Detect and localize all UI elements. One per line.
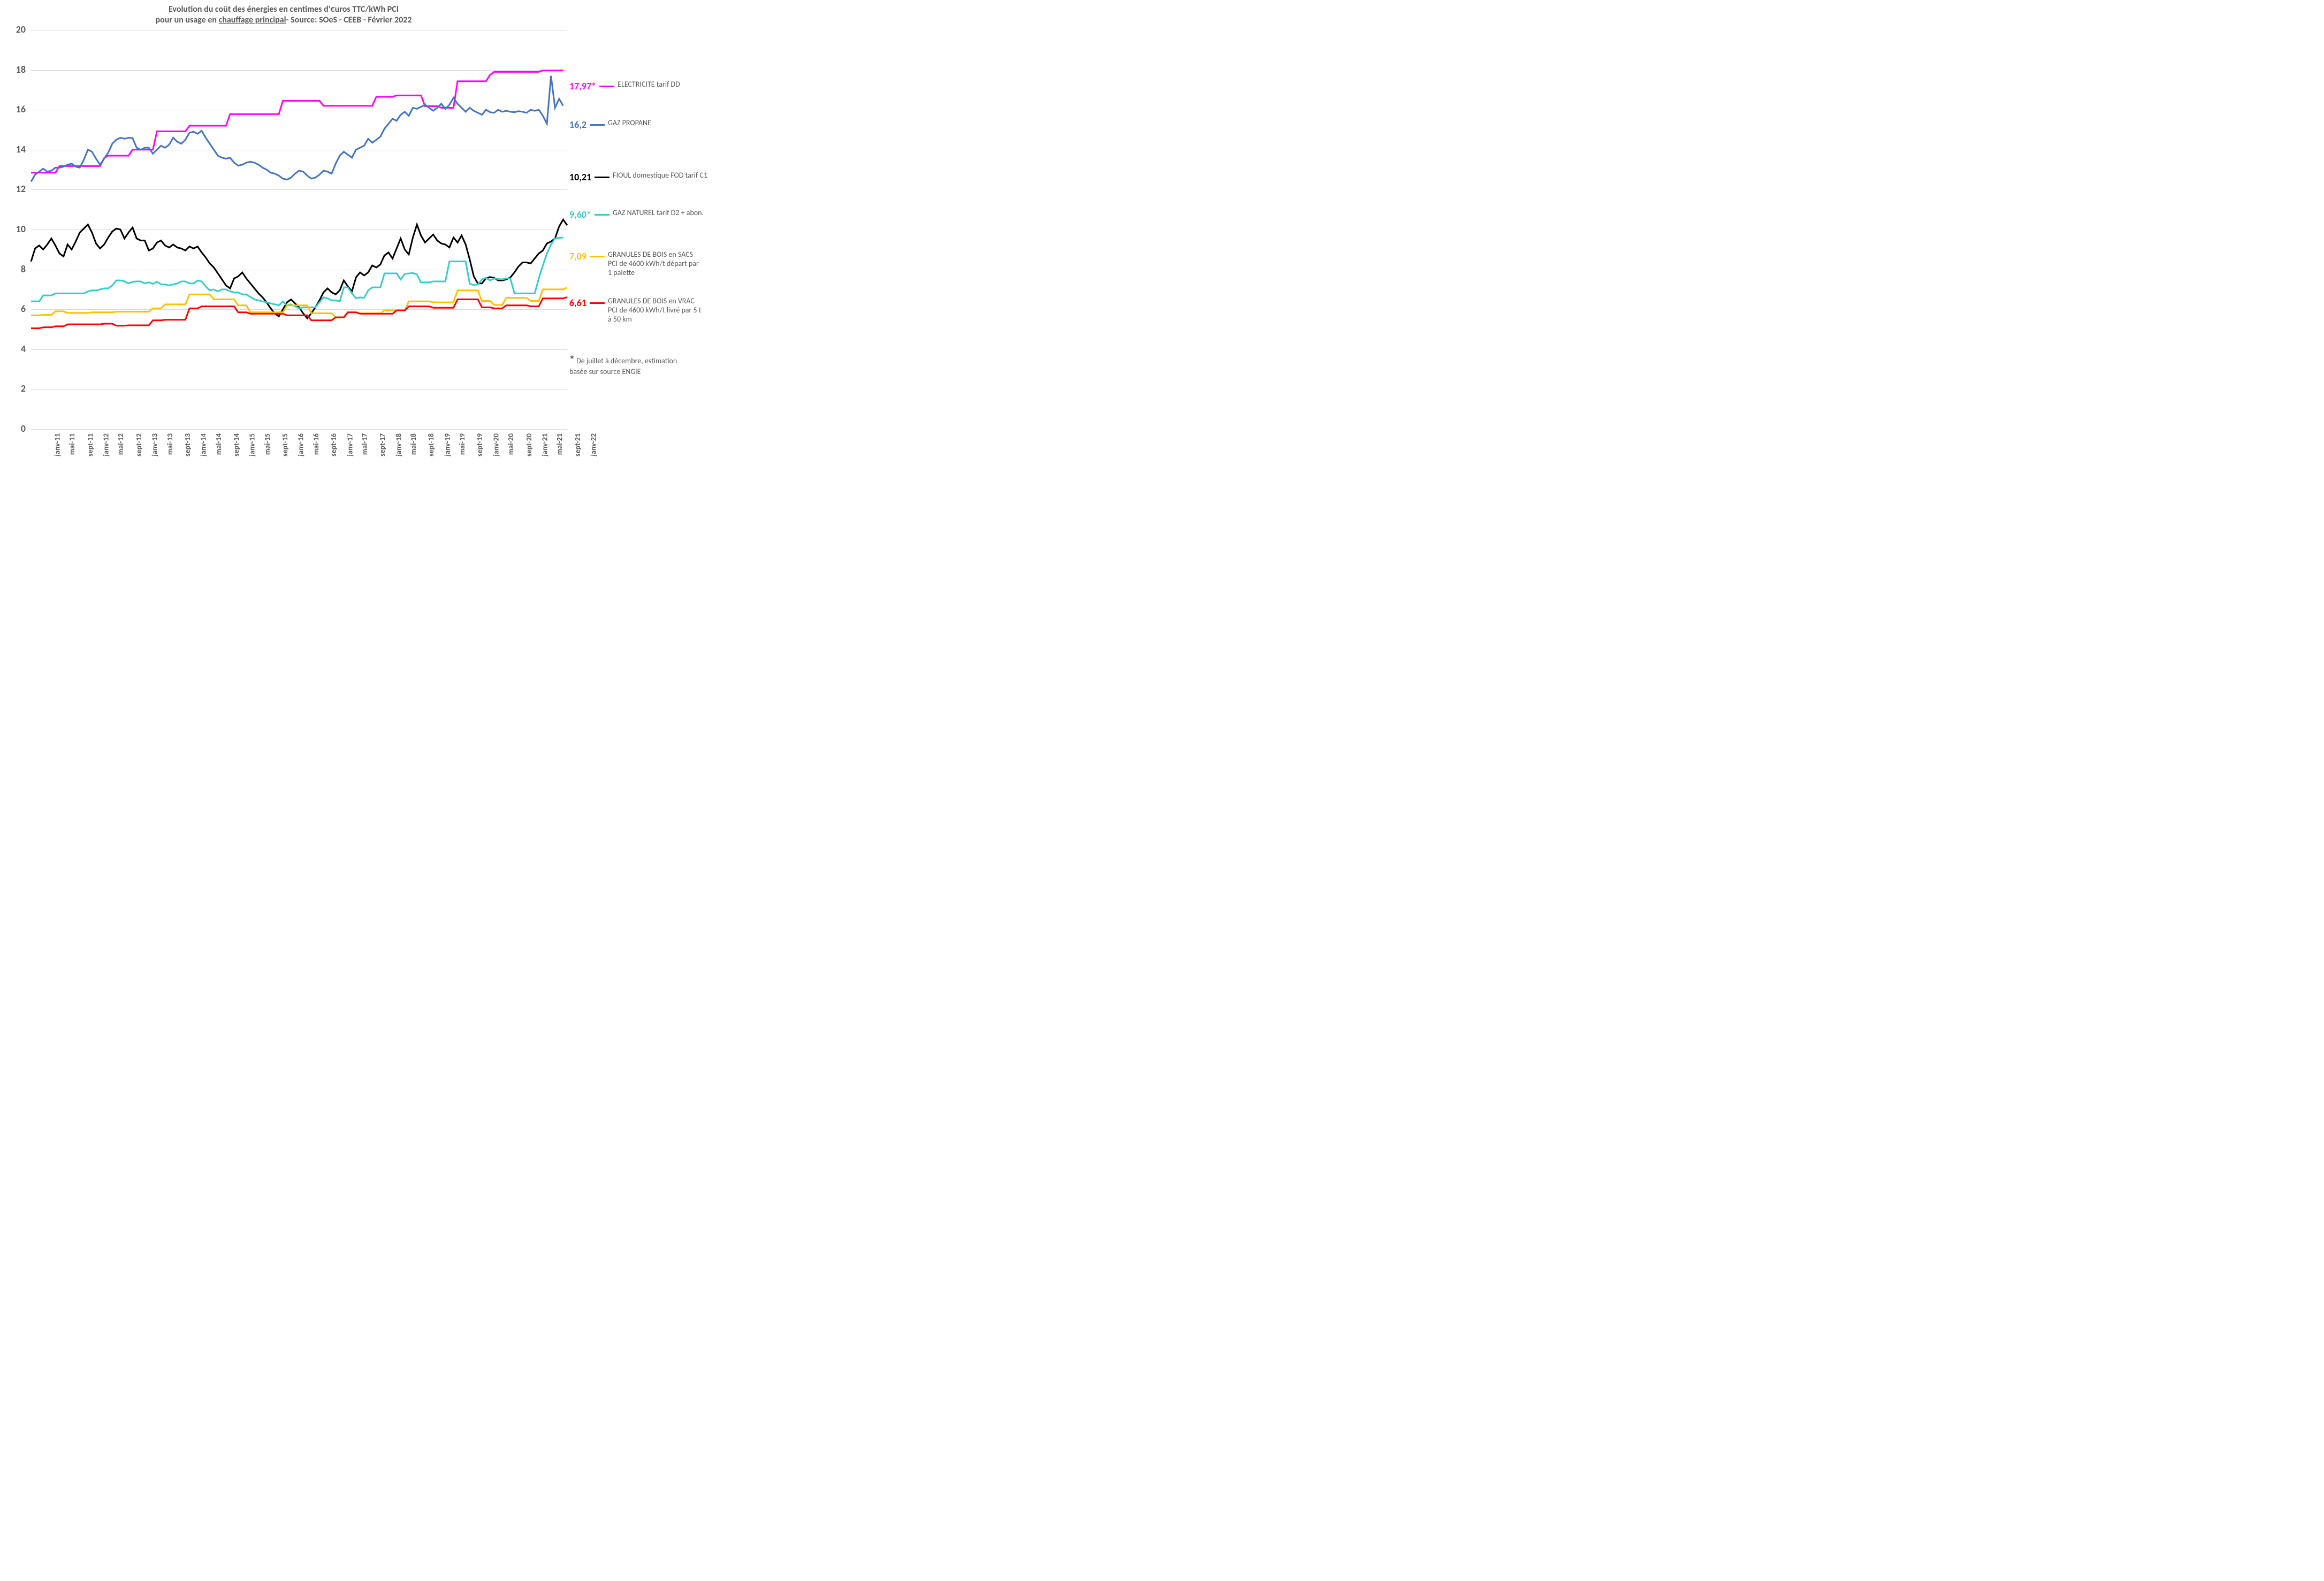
y-tick-label: 6 <box>0 303 26 315</box>
legend-value: 17,97* <box>569 80 596 92</box>
gridline <box>31 429 567 430</box>
legend-entry-gaz_nat: 9,60* GAZ NATUREL tarif D2 + abon. <box>569 209 704 220</box>
legend-swatch <box>590 256 605 257</box>
y-tick-label: 20 <box>0 24 26 35</box>
x-tick-label: mai-19 <box>458 433 467 455</box>
x-tick-label: janv-15 <box>248 433 257 456</box>
x-tick-label: janv-14 <box>199 433 208 456</box>
series-gaz_nat <box>31 238 563 308</box>
legend-value: 16,2 <box>569 119 586 131</box>
x-tick-label: sept-12 <box>134 433 143 456</box>
y-tick-label: 8 <box>0 263 26 275</box>
x-tick-label: sept-19 <box>476 433 485 456</box>
x-tick-label: janv-12 <box>102 433 111 456</box>
legend-name: GAZ NATUREL tarif D2 + abon. <box>613 209 704 218</box>
x-tick-label: mai-18 <box>409 433 418 455</box>
legend-value: 7,09 <box>569 250 586 262</box>
x-tick-label: mai-11 <box>68 433 77 455</box>
y-tick-label: 2 <box>0 383 26 394</box>
legend-entry-granules_vrac: 6,61 GRANULES DE BOIS en VRAC PCI de 4600… <box>569 297 704 324</box>
x-tick-label: sept-18 <box>426 433 436 456</box>
legend-value: 6,61 <box>569 297 586 309</box>
y-tick-label: 10 <box>0 223 26 235</box>
y-tick-label: 4 <box>0 343 26 355</box>
x-tick-label: janv-21 <box>540 433 550 456</box>
legend-swatch <box>590 124 605 126</box>
x-tick-label: sept-20 <box>524 433 534 456</box>
x-tick-label: mai-17 <box>360 433 369 455</box>
legend-value: 9,60* <box>569 209 591 220</box>
x-tick-label: janv-19 <box>443 433 452 456</box>
x-tick-label: sept-15 <box>280 433 289 456</box>
x-tick-label: janv-18 <box>394 433 403 456</box>
chart-title: Evolution du coût des énergies en centim… <box>0 4 567 26</box>
chart-title-line1: Evolution du coût des énergies en centim… <box>169 4 399 14</box>
x-tick-label: janv-17 <box>345 433 354 456</box>
legend-name: GRANULES DE BOIS en VRAC PCI de 4600 kWh… <box>608 297 704 324</box>
legend-value: 10,21 <box>569 171 591 183</box>
legend-swatch <box>590 302 605 304</box>
series-propane <box>31 76 563 182</box>
y-tick-label: 12 <box>0 183 26 195</box>
legend-swatch <box>595 214 609 216</box>
series-fioul <box>31 219 567 318</box>
footnote: * De juillet à décembre, estimation basé… <box>569 353 687 377</box>
legend-name: GRANULES DE BOIS en SACS PCI de 4600 kWh… <box>608 250 704 277</box>
legend-name: ELECTRICITE tarif DD <box>618 80 680 89</box>
x-tick-label: mai-13 <box>165 433 174 455</box>
y-tick-label: 0 <box>0 423 26 434</box>
y-tick-label: 14 <box>0 143 26 155</box>
x-tick-label: mai-15 <box>263 433 272 455</box>
x-tick-label: mai-16 <box>311 433 321 455</box>
chart-title-line2: pour un usage en chauffage principal- So… <box>156 15 412 25</box>
x-tick-label: sept-14 <box>232 433 241 456</box>
x-tick-label: sept-17 <box>378 433 387 456</box>
x-tick-label: janv-11 <box>53 433 62 456</box>
legend-name: GAZ PROPANE <box>608 119 651 128</box>
x-tick-label: janv-13 <box>150 433 159 456</box>
legend-entry-electricite: 17,97* ELECTRICITE tarif DD <box>569 80 680 92</box>
y-tick-label: 16 <box>0 103 26 115</box>
x-tick-label: janv-20 <box>491 433 500 456</box>
y-tick-label: 18 <box>0 64 26 75</box>
x-tick-label: mai-14 <box>214 433 223 455</box>
legend-swatch <box>595 177 609 178</box>
x-tick-label: mai-20 <box>506 433 515 455</box>
x-tick-label: sept-11 <box>86 433 95 456</box>
legend-entry-granules_sac: 7,09 GRANULES DE BOIS en SACS PCI de 4600… <box>569 250 704 277</box>
series-granules_sac <box>31 288 567 318</box>
energy-cost-chart: Evolution du coût des énergies en centim… <box>0 0 714 480</box>
series-electricite <box>31 71 563 173</box>
x-tick-label: mai-12 <box>117 433 126 455</box>
x-tick-label: sept-16 <box>329 433 338 456</box>
x-tick-label: janv-22 <box>589 433 598 456</box>
x-tick-label: sept-13 <box>183 433 192 456</box>
legend-entry-fioul: 10,21 FIOUL domestique FOD tarif C1 <box>569 171 707 183</box>
legend-name: FIOUL domestique FOD tarif C1 <box>613 171 707 180</box>
x-tick-label: sept-21 <box>573 433 582 456</box>
legend-entry-propane: 16,2 GAZ PROPANE <box>569 119 651 131</box>
legend-swatch <box>599 86 614 87</box>
plot-area <box>31 30 567 429</box>
x-tick-label: janv-16 <box>296 433 306 456</box>
x-tick-label: mai-21 <box>555 433 564 455</box>
